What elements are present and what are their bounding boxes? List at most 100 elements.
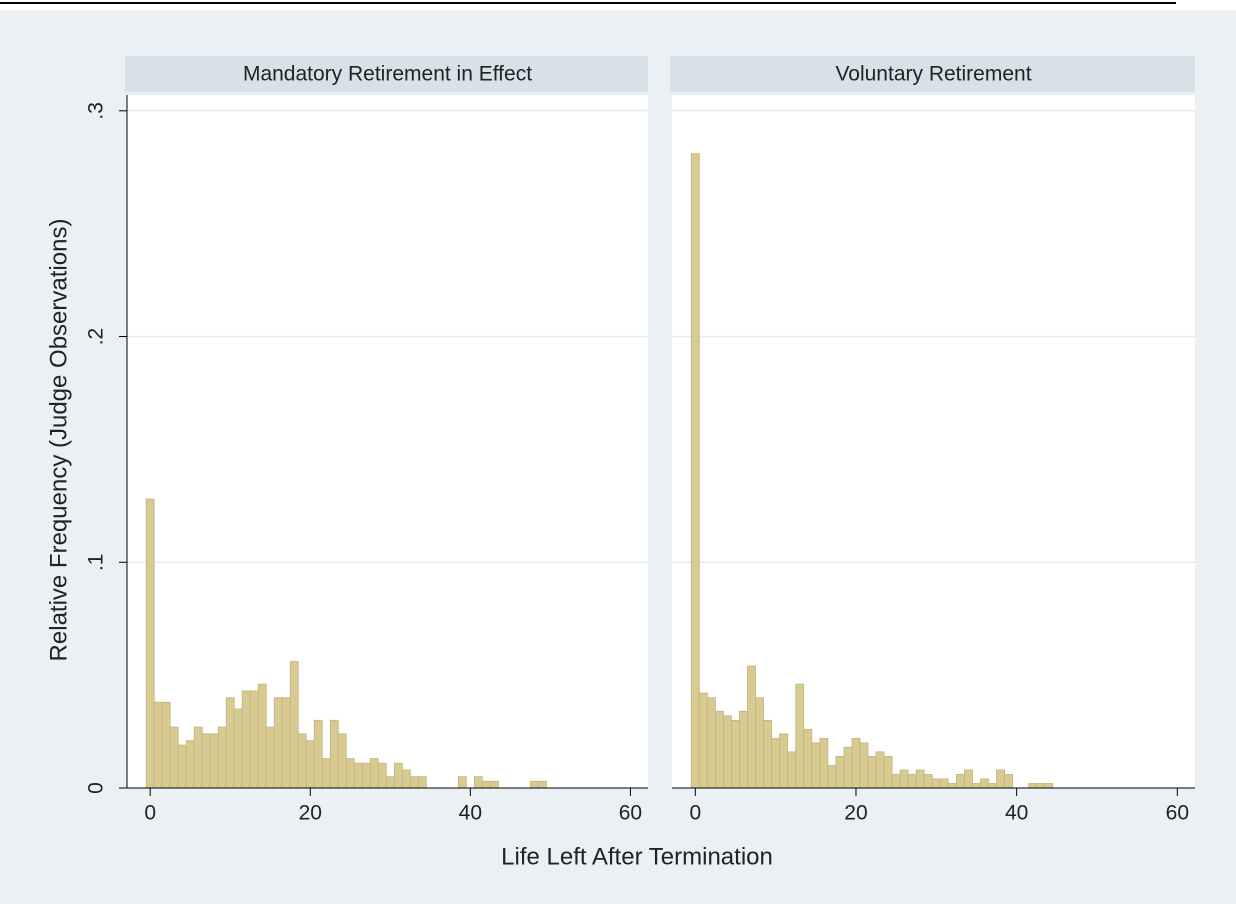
bar bbox=[457, 776, 467, 789]
bar bbox=[153, 701, 163, 789]
bar bbox=[883, 755, 893, 789]
panel-title: Voluntary Retirement bbox=[835, 63, 1031, 86]
bar bbox=[835, 755, 845, 789]
bar bbox=[690, 153, 700, 789]
bar bbox=[481, 780, 491, 789]
bar bbox=[931, 778, 941, 789]
bar bbox=[161, 701, 171, 789]
bar bbox=[209, 733, 219, 789]
bar bbox=[233, 708, 243, 789]
y-tick-label: .1 bbox=[85, 554, 108, 572]
bar bbox=[923, 774, 933, 789]
bar bbox=[827, 765, 837, 789]
y-tick-label: .2 bbox=[85, 328, 108, 346]
bar bbox=[811, 742, 821, 789]
bar bbox=[345, 758, 355, 789]
bar bbox=[281, 697, 291, 789]
bar bbox=[899, 769, 909, 789]
bar bbox=[385, 776, 395, 789]
bar bbox=[321, 758, 331, 789]
bar bbox=[289, 661, 299, 789]
bar bbox=[529, 780, 539, 789]
bar bbox=[225, 697, 235, 789]
x-tick-label: 60 bbox=[1166, 802, 1189, 825]
bar bbox=[185, 740, 195, 789]
x-tick-label: 0 bbox=[689, 802, 701, 825]
bar bbox=[972, 783, 981, 789]
bar bbox=[473, 776, 483, 789]
x-tick-label: 20 bbox=[844, 802, 867, 825]
bar bbox=[1028, 783, 1038, 789]
bar bbox=[706, 697, 716, 789]
bar bbox=[393, 762, 403, 789]
bar bbox=[771, 737, 781, 789]
bar bbox=[988, 783, 997, 789]
bar bbox=[297, 733, 307, 789]
bar bbox=[714, 710, 724, 789]
bar bbox=[257, 683, 267, 789]
strip-bg bbox=[670, 56, 1195, 92]
bar bbox=[177, 744, 187, 789]
bar bbox=[361, 762, 371, 789]
bar bbox=[763, 719, 773, 789]
bar bbox=[891, 774, 901, 789]
bar bbox=[859, 742, 869, 789]
bar bbox=[947, 783, 957, 789]
bar bbox=[964, 769, 973, 789]
bar bbox=[698, 692, 708, 789]
bar bbox=[843, 746, 853, 789]
bar bbox=[1004, 774, 1014, 789]
x-tick-label: 60 bbox=[619, 802, 642, 825]
bar bbox=[915, 769, 925, 789]
bar bbox=[851, 737, 861, 789]
bar bbox=[819, 737, 829, 789]
bar bbox=[731, 719, 740, 789]
bar bbox=[249, 690, 259, 789]
plot-bg bbox=[672, 95, 1195, 788]
bar bbox=[867, 755, 877, 789]
bar bbox=[313, 719, 323, 789]
bar bbox=[353, 762, 363, 789]
bar bbox=[537, 780, 547, 789]
bar bbox=[377, 762, 387, 789]
bar bbox=[273, 697, 283, 789]
bar bbox=[241, 690, 251, 789]
plot-bg bbox=[127, 95, 648, 788]
bar bbox=[803, 728, 813, 789]
bar bbox=[265, 726, 275, 789]
strip-bg bbox=[125, 56, 648, 92]
bar bbox=[779, 733, 789, 789]
bar bbox=[145, 498, 155, 789]
bar bbox=[787, 751, 797, 789]
bar bbox=[193, 726, 203, 789]
bar bbox=[955, 774, 965, 789]
bar bbox=[409, 776, 419, 789]
bar bbox=[337, 733, 347, 789]
panel-title: Mandatory Retirement in Effect bbox=[243, 63, 532, 86]
bar bbox=[996, 769, 1005, 789]
bar bbox=[875, 751, 885, 789]
bar bbox=[417, 776, 427, 789]
x-axis-title: Life Left After Termination bbox=[501, 843, 773, 870]
bar bbox=[1036, 783, 1046, 789]
bar bbox=[755, 697, 764, 789]
bar bbox=[217, 726, 227, 789]
bar bbox=[201, 733, 211, 789]
y-tick-label: 0 bbox=[85, 782, 108, 794]
bar bbox=[747, 665, 756, 789]
x-tick-label: 0 bbox=[144, 802, 156, 825]
y-axis-title: Relative Frequency (Judge Observations) bbox=[45, 219, 72, 662]
x-tick-label: 40 bbox=[1005, 802, 1028, 825]
bar bbox=[305, 740, 315, 789]
bar bbox=[329, 719, 339, 789]
bar bbox=[369, 758, 379, 789]
bar bbox=[489, 780, 499, 789]
y-tick-label: .3 bbox=[85, 102, 108, 120]
bar bbox=[739, 710, 748, 789]
bar bbox=[169, 726, 179, 789]
bar bbox=[980, 778, 989, 789]
x-tick-label: 40 bbox=[459, 802, 482, 825]
bar bbox=[723, 715, 732, 789]
bar bbox=[795, 683, 805, 789]
